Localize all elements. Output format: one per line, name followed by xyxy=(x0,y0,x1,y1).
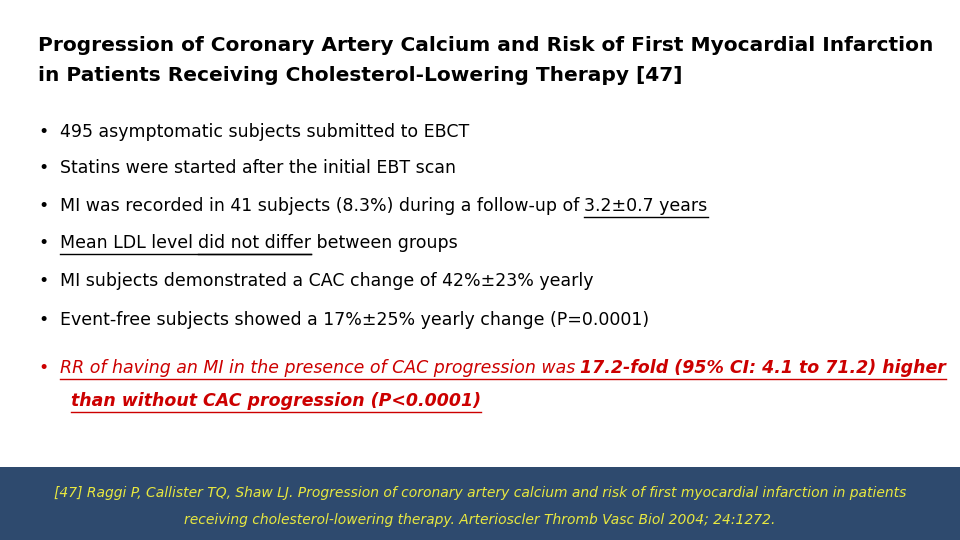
Text: •: • xyxy=(38,159,49,178)
Text: MI subjects demonstrated a CAC change of 42%±23% yearly: MI subjects demonstrated a CAC change of… xyxy=(60,272,593,290)
Text: •: • xyxy=(38,123,49,141)
Text: RR of having an MI in the presence of CAC progression was: RR of having an MI in the presence of CA… xyxy=(60,359,580,377)
Text: between groups: between groups xyxy=(311,234,458,252)
Text: •: • xyxy=(38,310,49,329)
Bar xyxy=(0,467,960,540)
Text: 495 asymptomatic subjects submitted to EBCT: 495 asymptomatic subjects submitted to E… xyxy=(60,123,468,141)
Text: •: • xyxy=(38,359,49,377)
Text: •: • xyxy=(38,197,49,215)
Text: Event-free subjects showed a 17%±25% yearly change (P=0.0001): Event-free subjects showed a 17%±25% yea… xyxy=(60,310,649,329)
Text: MI was recorded in 41 subjects (8.3%) during a follow-up of: MI was recorded in 41 subjects (8.3%) du… xyxy=(60,197,585,215)
Text: [47] Raggi P, Callister TQ, Shaw LJ. Progression of coronary artery calcium and : [47] Raggi P, Callister TQ, Shaw LJ. Pro… xyxy=(54,485,906,500)
Text: •: • xyxy=(38,234,49,252)
Text: in Patients Receiving Cholesterol-Lowering Therapy [47]: in Patients Receiving Cholesterol-Loweri… xyxy=(38,66,683,85)
Text: Progression of Coronary Artery Calcium and Risk of First Myocardial Infarction: Progression of Coronary Artery Calcium a… xyxy=(38,36,934,56)
Text: receiving cholesterol-lowering therapy. Arterioscler Thromb Vasc Biol 2004; 24:1: receiving cholesterol-lowering therapy. … xyxy=(184,512,776,526)
Text: 3.2±0.7 years: 3.2±0.7 years xyxy=(585,197,708,215)
Text: did not differ: did not differ xyxy=(198,234,311,252)
Text: Mean LDL level: Mean LDL level xyxy=(60,234,198,252)
Text: 17.2-fold (95% CI: 4.1 to 71.2) higher: 17.2-fold (95% CI: 4.1 to 71.2) higher xyxy=(580,359,947,377)
Text: Statins were started after the initial EBT scan: Statins were started after the initial E… xyxy=(60,159,455,178)
Text: than without CAC progression (P<0.0001): than without CAC progression (P<0.0001) xyxy=(71,392,481,410)
Text: •: • xyxy=(38,272,49,290)
